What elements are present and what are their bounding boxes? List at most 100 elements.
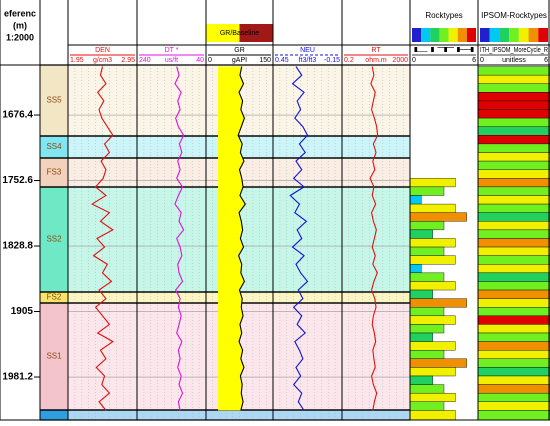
log-curve <box>237 66 246 411</box>
rocktype-stripe <box>477 332 550 342</box>
rocktype-stripe <box>409 375 433 385</box>
scale-right: 40 <box>196 57 204 64</box>
depth-label: 1828.8 <box>2 241 33 252</box>
depth-label: 1905 <box>11 306 34 317</box>
colorbar-swatch <box>448 28 458 42</box>
header-bar <box>239 24 273 42</box>
scale-left: 0 <box>412 57 416 64</box>
colorbar-swatch <box>412 28 422 42</box>
rocktype-stripe <box>409 341 456 351</box>
rocktype-stripe <box>477 238 550 248</box>
curve-fill <box>218 66 246 411</box>
colorbar-swatch <box>509 28 519 42</box>
rocktype-stripe <box>409 178 456 188</box>
rocktype-stripe <box>409 315 456 325</box>
curve-unit: us/ft <box>165 57 178 64</box>
rocktype-stripe <box>477 212 550 222</box>
rocktype-stripe <box>477 272 550 282</box>
rocktype-stripe <box>409 392 456 402</box>
rocktype-stripe <box>409 246 445 256</box>
rocktype-stripe <box>409 410 456 421</box>
rocktype-stripe <box>477 315 550 325</box>
curve-unit: g/cm3 <box>93 57 112 64</box>
rocktype-stripe <box>409 307 445 317</box>
rocktype-stripe <box>477 255 550 265</box>
rocktype-stripe <box>409 367 456 377</box>
scale-right: 2000 <box>392 57 408 64</box>
curve-name: GR <box>234 47 245 54</box>
curve-unit: ohm.m <box>365 57 387 64</box>
depth-scale: 1:2000 <box>6 32 34 42</box>
zone-label-cell <box>40 158 68 187</box>
depth-label: 1676.4 <box>2 110 33 121</box>
rocktype-stripe <box>477 307 550 317</box>
rocktype-stripe <box>477 392 550 402</box>
rocktype-stripe <box>409 289 433 299</box>
rocktype-stripe <box>477 289 550 299</box>
rocktype-stripe <box>409 281 456 291</box>
depth-label: 1752.6 <box>2 175 33 186</box>
scale-right: 150 <box>259 57 271 64</box>
scale-left: 0 <box>208 57 212 64</box>
zone-label: SS4 <box>46 142 62 151</box>
rocktype-stripe <box>477 367 550 377</box>
rocktype-stripe <box>477 152 550 162</box>
rocktype-stripe <box>477 160 550 170</box>
zone-label-cell <box>40 303 68 411</box>
depth-title: eferenc <box>4 8 36 18</box>
curve-name: ITH_IPSOM_MoreCycle_R <box>480 47 548 54</box>
rocktype-stripe <box>409 186 445 196</box>
rocktype-stripe <box>477 178 550 188</box>
scale-right: 6 <box>544 57 548 64</box>
colorbar-swatch <box>457 28 467 42</box>
rocktype-stripe <box>477 246 550 256</box>
rocktype-stripe <box>477 74 550 84</box>
rocktype-stripe <box>409 229 433 239</box>
curve-name: NEU <box>300 47 315 54</box>
colorbar-swatch <box>466 28 476 42</box>
log-curve <box>174 66 185 411</box>
rocktype-stripe <box>409 264 422 274</box>
rocktype-stripe <box>477 341 550 351</box>
rocktype-stripe <box>477 126 550 136</box>
colorbar-swatch <box>430 28 440 42</box>
rocktype-stripe <box>477 401 550 411</box>
zone-label: FS2 <box>47 293 62 302</box>
scale-right: 2.95 <box>121 57 135 64</box>
track-title: IPSOM-Rocktypes <box>481 11 547 20</box>
colorbar-swatch <box>480 28 490 42</box>
rocktype-stripe <box>477 135 550 145</box>
rocktype-stripe <box>477 410 550 421</box>
rocktype-stripe <box>409 324 445 334</box>
rocktype-stripe <box>409 203 456 213</box>
rocktype-stripe <box>409 350 445 359</box>
rocktype-stripe <box>409 255 456 265</box>
rocktype-stripe <box>477 221 550 231</box>
rocktype-stripe <box>477 100 550 110</box>
rocktype-stripe <box>477 358 550 368</box>
colorbar-swatch <box>518 28 529 42</box>
scale-left: 240 <box>139 57 151 64</box>
log-curve <box>91 66 114 411</box>
curve-name: DEN <box>95 47 110 54</box>
zone-label-cell <box>40 292 68 304</box>
rocktype-stripe <box>409 358 467 368</box>
zone-label: SS5 <box>46 96 62 105</box>
rocktype-stripe <box>477 375 550 385</box>
rocktype-stripe <box>409 332 433 342</box>
scale-left: 0.45 <box>275 57 289 64</box>
track-title: Rocktypes <box>425 11 462 20</box>
log-curve <box>289 66 309 411</box>
rocktype-stripe <box>477 143 550 153</box>
rocktype-stripe <box>409 272 445 282</box>
rocktype-stripe <box>477 92 550 102</box>
rocktype-stripe <box>409 384 445 394</box>
rocktype-stripe <box>477 264 550 274</box>
rocktype-stripe <box>409 195 422 205</box>
scale-left: 0.2 <box>344 57 354 64</box>
curve-name: DT * <box>165 47 179 54</box>
zone-label-cell <box>40 65 68 136</box>
rocktype-stripe <box>477 195 550 205</box>
rocktype-stripe <box>477 229 550 239</box>
